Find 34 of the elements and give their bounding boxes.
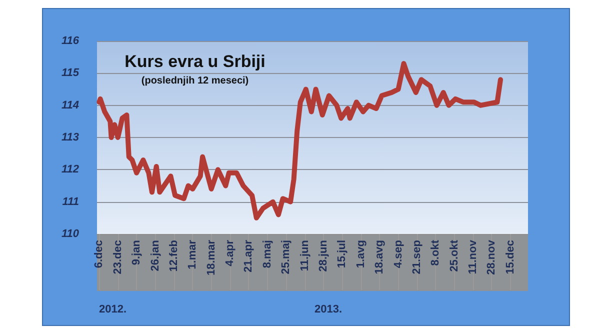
x-tick-label: 21.apr [242, 239, 255, 272]
x-tick-label: 25.maj [280, 240, 292, 274]
x-tick-label: 18.avg [374, 240, 386, 274]
text: 2012. [99, 304, 127, 316]
x-tick-label: 11.nov [467, 239, 480, 274]
y-tick-label: 114 [61, 99, 79, 112]
y-tick-label: 112 [61, 164, 79, 176]
y-tick-label: 110 [61, 228, 80, 240]
y-tick-label: 111 [62, 196, 79, 208]
x-tick-label: 15.jul [336, 240, 348, 268]
x-tick-label: 11.jun [298, 240, 311, 272]
x-tick-label: 26.jan [149, 240, 162, 272]
x-tick-label: 8.okt [430, 240, 442, 266]
y-tick-label: 113 [61, 132, 79, 144]
x-tick-label: 25.okt [448, 240, 460, 272]
x-tick-label: 23.dec [112, 240, 124, 274]
text: 2013. [314, 304, 342, 316]
x-tick-label: 28.jun [317, 240, 330, 272]
x-tick-label: 15.dec [504, 240, 516, 274]
x-tick-label: 8.maj [261, 240, 274, 268]
x-tick-label: 1.avg [354, 240, 367, 268]
x-tick-label: 6.dec [93, 240, 106, 268]
x-tick-label: 28.nov [486, 239, 498, 275]
x-tick-label: 4.sep [392, 240, 404, 268]
x-tick-label: 9.jan [130, 240, 143, 266]
y-tick-label: 115 [61, 67, 80, 80]
x-tick-label: 1.mar [186, 239, 199, 270]
y-tick-label: 116 [61, 35, 80, 47]
x-tick-label: 12.feb [168, 240, 180, 272]
text: Kurs evra u Srbiji [124, 52, 266, 71]
text: (poslednjih 12 meseci) [141, 76, 249, 86]
x-tick-label: 21.sep [410, 240, 423, 274]
x-tick-label: 18.mar [205, 239, 218, 276]
x-tick-label: 4.apr [224, 239, 236, 266]
